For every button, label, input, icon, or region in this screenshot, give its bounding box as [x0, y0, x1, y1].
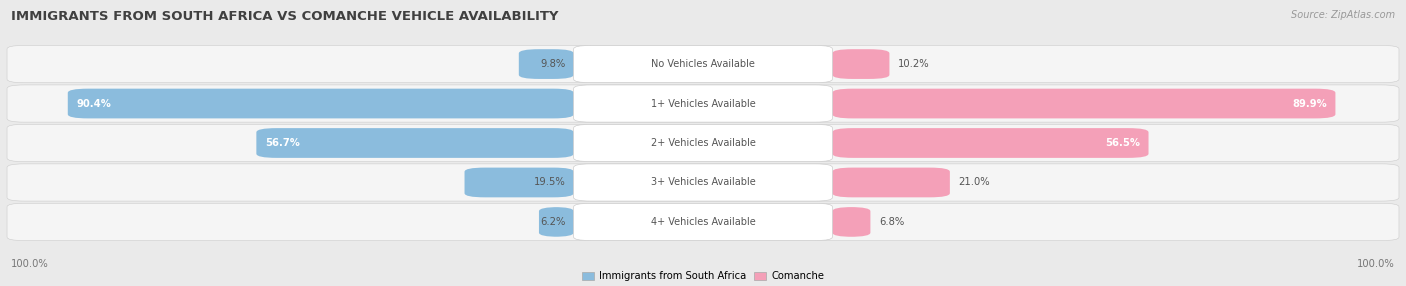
- FancyBboxPatch shape: [832, 128, 1149, 158]
- Text: 21.0%: 21.0%: [959, 178, 990, 187]
- Text: 89.9%: 89.9%: [1292, 99, 1327, 108]
- Text: 4+ Vehicles Available: 4+ Vehicles Available: [651, 217, 755, 227]
- FancyBboxPatch shape: [519, 49, 574, 79]
- Text: 56.5%: 56.5%: [1105, 138, 1140, 148]
- FancyBboxPatch shape: [574, 45, 832, 83]
- FancyBboxPatch shape: [538, 207, 574, 237]
- FancyBboxPatch shape: [574, 124, 832, 162]
- FancyBboxPatch shape: [832, 89, 1336, 118]
- FancyBboxPatch shape: [832, 168, 950, 197]
- FancyBboxPatch shape: [574, 164, 832, 201]
- Legend: Immigrants from South Africa, Comanche: Immigrants from South Africa, Comanche: [582, 271, 824, 281]
- Text: 10.2%: 10.2%: [898, 59, 929, 69]
- FancyBboxPatch shape: [256, 128, 574, 158]
- FancyBboxPatch shape: [832, 207, 870, 237]
- FancyBboxPatch shape: [7, 85, 1399, 122]
- Text: 90.4%: 90.4%: [76, 99, 111, 108]
- FancyBboxPatch shape: [464, 168, 574, 197]
- FancyBboxPatch shape: [7, 45, 1399, 83]
- FancyBboxPatch shape: [67, 89, 574, 118]
- Text: 6.8%: 6.8%: [879, 217, 904, 227]
- Text: 56.7%: 56.7%: [264, 138, 299, 148]
- FancyBboxPatch shape: [574, 203, 832, 241]
- Text: IMMIGRANTS FROM SOUTH AFRICA VS COMANCHE VEHICLE AVAILABILITY: IMMIGRANTS FROM SOUTH AFRICA VS COMANCHE…: [11, 10, 558, 23]
- Text: 9.8%: 9.8%: [540, 59, 565, 69]
- FancyBboxPatch shape: [574, 85, 832, 122]
- Text: No Vehicles Available: No Vehicles Available: [651, 59, 755, 69]
- Text: Source: ZipAtlas.com: Source: ZipAtlas.com: [1291, 10, 1395, 20]
- Text: 6.2%: 6.2%: [540, 217, 565, 227]
- Text: 1+ Vehicles Available: 1+ Vehicles Available: [651, 99, 755, 108]
- FancyBboxPatch shape: [7, 124, 1399, 162]
- FancyBboxPatch shape: [7, 164, 1399, 201]
- Text: 2+ Vehicles Available: 2+ Vehicles Available: [651, 138, 755, 148]
- FancyBboxPatch shape: [7, 203, 1399, 241]
- Text: 100.0%: 100.0%: [1357, 259, 1395, 269]
- FancyBboxPatch shape: [832, 49, 890, 79]
- Text: 3+ Vehicles Available: 3+ Vehicles Available: [651, 178, 755, 187]
- Text: 100.0%: 100.0%: [11, 259, 49, 269]
- Text: 19.5%: 19.5%: [533, 178, 565, 187]
